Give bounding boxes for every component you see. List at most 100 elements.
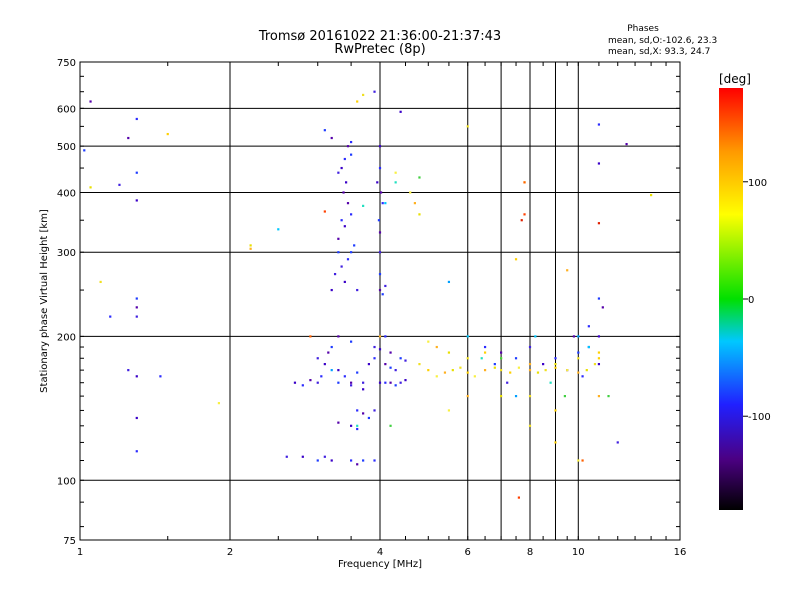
data-point	[340, 265, 343, 268]
data-point	[337, 251, 340, 254]
data-point	[394, 369, 397, 372]
data-point	[378, 145, 382, 148]
data-point	[493, 363, 496, 366]
data-point	[381, 293, 384, 296]
data-point	[333, 272, 337, 276]
data-point	[135, 171, 138, 174]
data-points	[83, 90, 653, 499]
x-axis-ticks: 1 2 4 6 8 10 16	[77, 62, 686, 558]
data-point	[379, 191, 383, 194]
data-point	[597, 395, 601, 398]
data-point	[135, 375, 138, 378]
data-point	[350, 140, 353, 144]
data-point	[83, 149, 86, 152]
data-point	[572, 335, 576, 338]
data-point	[249, 244, 252, 247]
data-point	[597, 222, 601, 225]
data-point	[330, 459, 333, 462]
data-point	[301, 455, 304, 458]
data-point	[367, 363, 370, 366]
data-point	[362, 204, 365, 207]
x-tick-label: 1	[77, 547, 83, 558]
y-axis-label: Stationary phase Virtual Height [km]	[39, 209, 50, 393]
data-point	[356, 463, 359, 466]
data-point	[350, 153, 353, 156]
data-point	[362, 381, 365, 384]
data-point	[451, 369, 454, 372]
data-point	[159, 375, 162, 378]
data-point	[367, 416, 370, 420]
data-point	[346, 202, 350, 205]
data-point	[542, 363, 545, 366]
data-point	[356, 427, 359, 431]
data-point	[337, 171, 340, 174]
data-point	[89, 186, 92, 189]
data-point	[362, 388, 365, 391]
data-point	[127, 136, 130, 140]
data-point	[384, 202, 387, 205]
x-axis-label: Frequency [MHz]	[338, 559, 422, 570]
data-point	[316, 459, 319, 462]
data-point	[217, 402, 220, 405]
data-point	[601, 306, 604, 309]
data-point	[384, 381, 387, 384]
data-point	[554, 357, 557, 360]
data-point	[500, 395, 503, 398]
x-tick-label: 10	[572, 547, 585, 558]
chart-title: Tromsø 20161022 21:36:00-21:37:43	[258, 29, 501, 44]
data-point	[554, 363, 557, 366]
data-point	[577, 357, 580, 360]
data-point	[135, 199, 138, 202]
data-point	[566, 369, 569, 372]
y-tick-label: 400	[57, 188, 76, 199]
data-point	[399, 381, 402, 384]
data-point	[350, 213, 353, 216]
data-point	[625, 143, 628, 146]
data-point	[549, 381, 552, 384]
data-point	[459, 366, 462, 369]
data-point	[356, 371, 359, 374]
data-point	[127, 369, 130, 372]
data-point	[343, 375, 346, 378]
data-point	[483, 345, 487, 349]
data-point	[597, 335, 601, 338]
data-point	[435, 375, 438, 378]
data-point	[389, 424, 392, 427]
data-point	[607, 395, 610, 398]
data-point	[409, 191, 412, 194]
data-point	[378, 166, 382, 170]
colorbar-ticks: 100 0 -100	[743, 178, 771, 423]
data-point	[466, 395, 469, 398]
data-point	[356, 100, 359, 103]
data-point	[528, 424, 532, 427]
data-point	[316, 357, 319, 360]
data-point	[514, 395, 518, 398]
data-point	[483, 369, 487, 372]
data-point	[581, 375, 584, 378]
data-point	[597, 297, 601, 300]
data-point	[597, 162, 601, 165]
data-point	[493, 366, 496, 369]
data-point	[135, 306, 138, 309]
data-point	[378, 348, 382, 351]
data-point	[520, 219, 523, 222]
y-axis-ticks: 75 100 200 300 400 500 600 750	[57, 58, 680, 547]
data-point	[577, 351, 580, 354]
data-point	[356, 424, 359, 427]
data-point	[418, 363, 421, 366]
data-point	[135, 315, 138, 318]
data-point	[135, 297, 138, 300]
data-point	[500, 357, 503, 360]
colorbar-tick-label: -100	[748, 412, 771, 423]
data-point	[593, 363, 597, 366]
data-point	[528, 369, 532, 372]
data-point	[337, 335, 340, 338]
data-point	[285, 455, 288, 458]
data-point	[534, 335, 537, 338]
data-point	[356, 288, 359, 292]
data-point	[523, 213, 526, 216]
data-point	[378, 335, 382, 338]
data-point	[356, 409, 359, 412]
data-point	[616, 441, 619, 444]
data-point	[343, 280, 346, 284]
